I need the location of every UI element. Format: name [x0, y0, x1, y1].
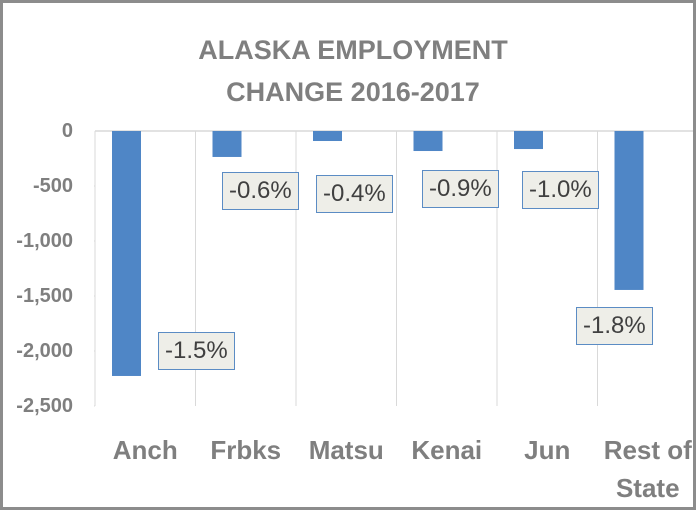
chart-title: ALASKA EMPLOYMENT CHANGE 2016-2017 [198, 35, 508, 107]
x-tick-label: Matsu [308, 435, 384, 465]
y-tick-label: -500 [32, 175, 73, 197]
bar [413, 131, 443, 152]
bar [313, 131, 342, 142]
y-tick-label: -2,500 [16, 395, 73, 417]
y-tick-label: -1,500 [16, 285, 73, 307]
annotation: -1.8% [576, 307, 653, 345]
annotation: -0.9% [422, 170, 499, 208]
bar [514, 131, 543, 150]
annotation: -0.6% [222, 172, 299, 210]
y-tick-label: -2,000 [16, 340, 73, 362]
bar [614, 131, 644, 290]
annotation: -1.5% [158, 332, 235, 370]
annotation: -0.4% [316, 175, 393, 213]
x-tick-label: Kenai [411, 435, 483, 465]
y-tick-label: 0 [61, 120, 73, 142]
x-tick-label: Jun [524, 435, 571, 465]
x-tick-label: Frbks [210, 435, 282, 465]
y-tick-label: -1,000 [16, 230, 73, 252]
annotation: -1.0% [522, 171, 599, 209]
bar [212, 131, 242, 157]
x-tick-label: Rest of State [603, 435, 692, 503]
x-tick-label: Anch [112, 435, 178, 465]
bar [112, 131, 141, 376]
